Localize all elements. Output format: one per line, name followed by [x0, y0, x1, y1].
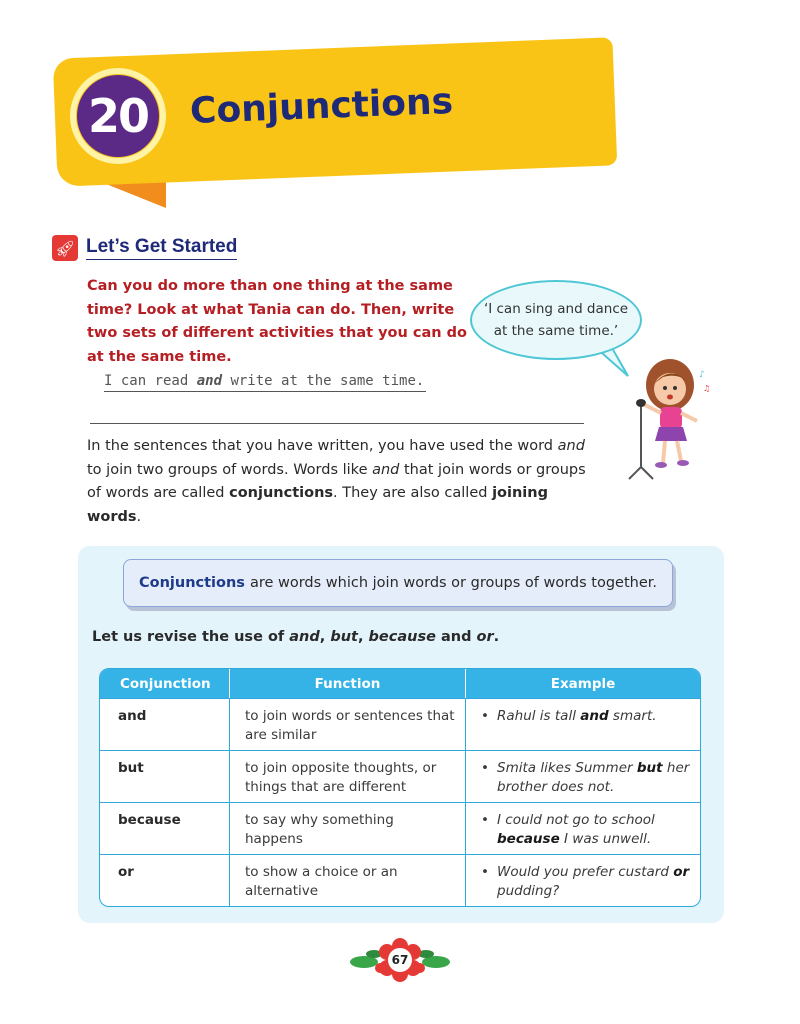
bullet: •: [481, 708, 489, 724]
example-cell: • Would you prefer custard or pudding?: [466, 854, 700, 906]
bubble-line: at the same time.’: [493, 323, 619, 339]
definition-text: are words which join words or groups of …: [249, 575, 658, 591]
para-italic-word: and: [372, 461, 400, 478]
conjunctions-table: Conjunction Function Example and to join…: [99, 668, 701, 907]
table-row: or to show a choice or an alternative • W…: [100, 854, 700, 906]
revise-text: and: [435, 629, 477, 645]
bullet: •: [481, 864, 489, 880]
example-cell: • I could not go to school because I was …: [466, 802, 700, 854]
revise-text: Let us revise the use of: [92, 629, 290, 645]
example-text: I was unwell.: [559, 831, 652, 847]
example-text: her brother does not.: [497, 760, 690, 795]
svg-text:♫: ♫: [703, 384, 710, 393]
section-title: Let’s Get Started: [86, 236, 238, 260]
example-part: I can read: [104, 373, 197, 389]
bullet: •: [481, 812, 489, 828]
para-text: In the sentences that you have written, …: [87, 438, 558, 454]
revise-word: or: [476, 629, 494, 645]
function-cell: to show a choice or an alternative: [230, 854, 466, 906]
singing-girl-illustration: ♪ ♫: [628, 359, 710, 480]
header-function: Function: [230, 669, 466, 698]
flower-icon: [350, 938, 450, 982]
conjunction-cell: because: [100, 802, 230, 854]
para-bold-word: conjunctions: [229, 485, 334, 501]
revise-text: ,: [357, 629, 369, 645]
para-text: . They are also called: [333, 485, 493, 501]
para-text: to join two groups of words. Words like: [87, 461, 373, 478]
example-cell: • Rahul is tall and smart.: [466, 698, 700, 750]
table-row: but to join opposite thoughts, or things…: [100, 750, 700, 802]
example-text: Would you prefer custard: [497, 864, 674, 880]
conjunction-cell: or: [100, 854, 230, 906]
function-cell: to say why something happens: [230, 802, 466, 854]
example-text: Smita likes Summer: [497, 760, 637, 776]
para-text: that join words or groups of words are c…: [87, 461, 586, 502]
example-part: write at the same time.: [222, 373, 425, 389]
example-text: I could not go to school: [497, 812, 655, 828]
revise-heading: Let us revise the use of and, but, becau…: [92, 629, 499, 645]
para-bold-word: joining words: [87, 485, 548, 525]
example-cell: • Smita likes Summer but her brother does…: [466, 750, 700, 802]
speech-bubble: ‘I can sing and dance at the same time.’: [470, 280, 642, 360]
function-cell: to join words or sentences that are simi…: [230, 698, 466, 750]
bubble-line: ‘I can sing and dance: [483, 301, 629, 317]
definition-keyword: Conjunctions: [138, 575, 245, 591]
chapter-number: 20: [77, 75, 159, 157]
table-row: because to say why something happens • I …: [100, 802, 700, 854]
page-number: 67: [391, 953, 409, 967]
svg-text:♪: ♪: [699, 370, 705, 380]
revise-word: and: [289, 629, 320, 645]
explanation-paragraph: In the sentences that you have written, …: [87, 435, 587, 529]
header-conjunction: Conjunction: [100, 669, 230, 698]
revise-text: .: [493, 629, 500, 645]
rocket-icon: 🚀︎: [52, 235, 78, 261]
revise-word: because: [368, 629, 436, 645]
function-cell: to join opposite thoughts, or things tha…: [230, 750, 466, 802]
definition-box: Conjunctions are words which join words o…: [123, 559, 673, 607]
para-text: .: [136, 508, 142, 525]
example-text: smart.: [608, 708, 657, 724]
conjunction-cell: but: [100, 750, 230, 802]
conjunction-cell: and: [100, 698, 230, 750]
example-text: Rahul is tall: [497, 708, 581, 724]
example-keyword: and: [580, 708, 609, 724]
example-text: pudding?: [497, 883, 560, 899]
revise-text: ,: [319, 629, 331, 645]
answer-line[interactable]: [90, 423, 584, 424]
bullet: •: [481, 760, 489, 776]
header-example: Example: [466, 669, 700, 698]
revise-word: but: [330, 629, 358, 645]
example-keyword: or: [673, 864, 690, 880]
intro-text: Can you do more than one thing at the sa…: [87, 278, 467, 365]
example-keyword: because: [497, 831, 560, 847]
example-sentence: I can read and write at the same time.: [104, 373, 426, 392]
table-row: and to join words or sentences that are …: [100, 698, 700, 750]
example-keyword: but: [636, 760, 663, 776]
example-keyword: and: [196, 373, 223, 389]
para-italic-word: and: [557, 438, 585, 454]
